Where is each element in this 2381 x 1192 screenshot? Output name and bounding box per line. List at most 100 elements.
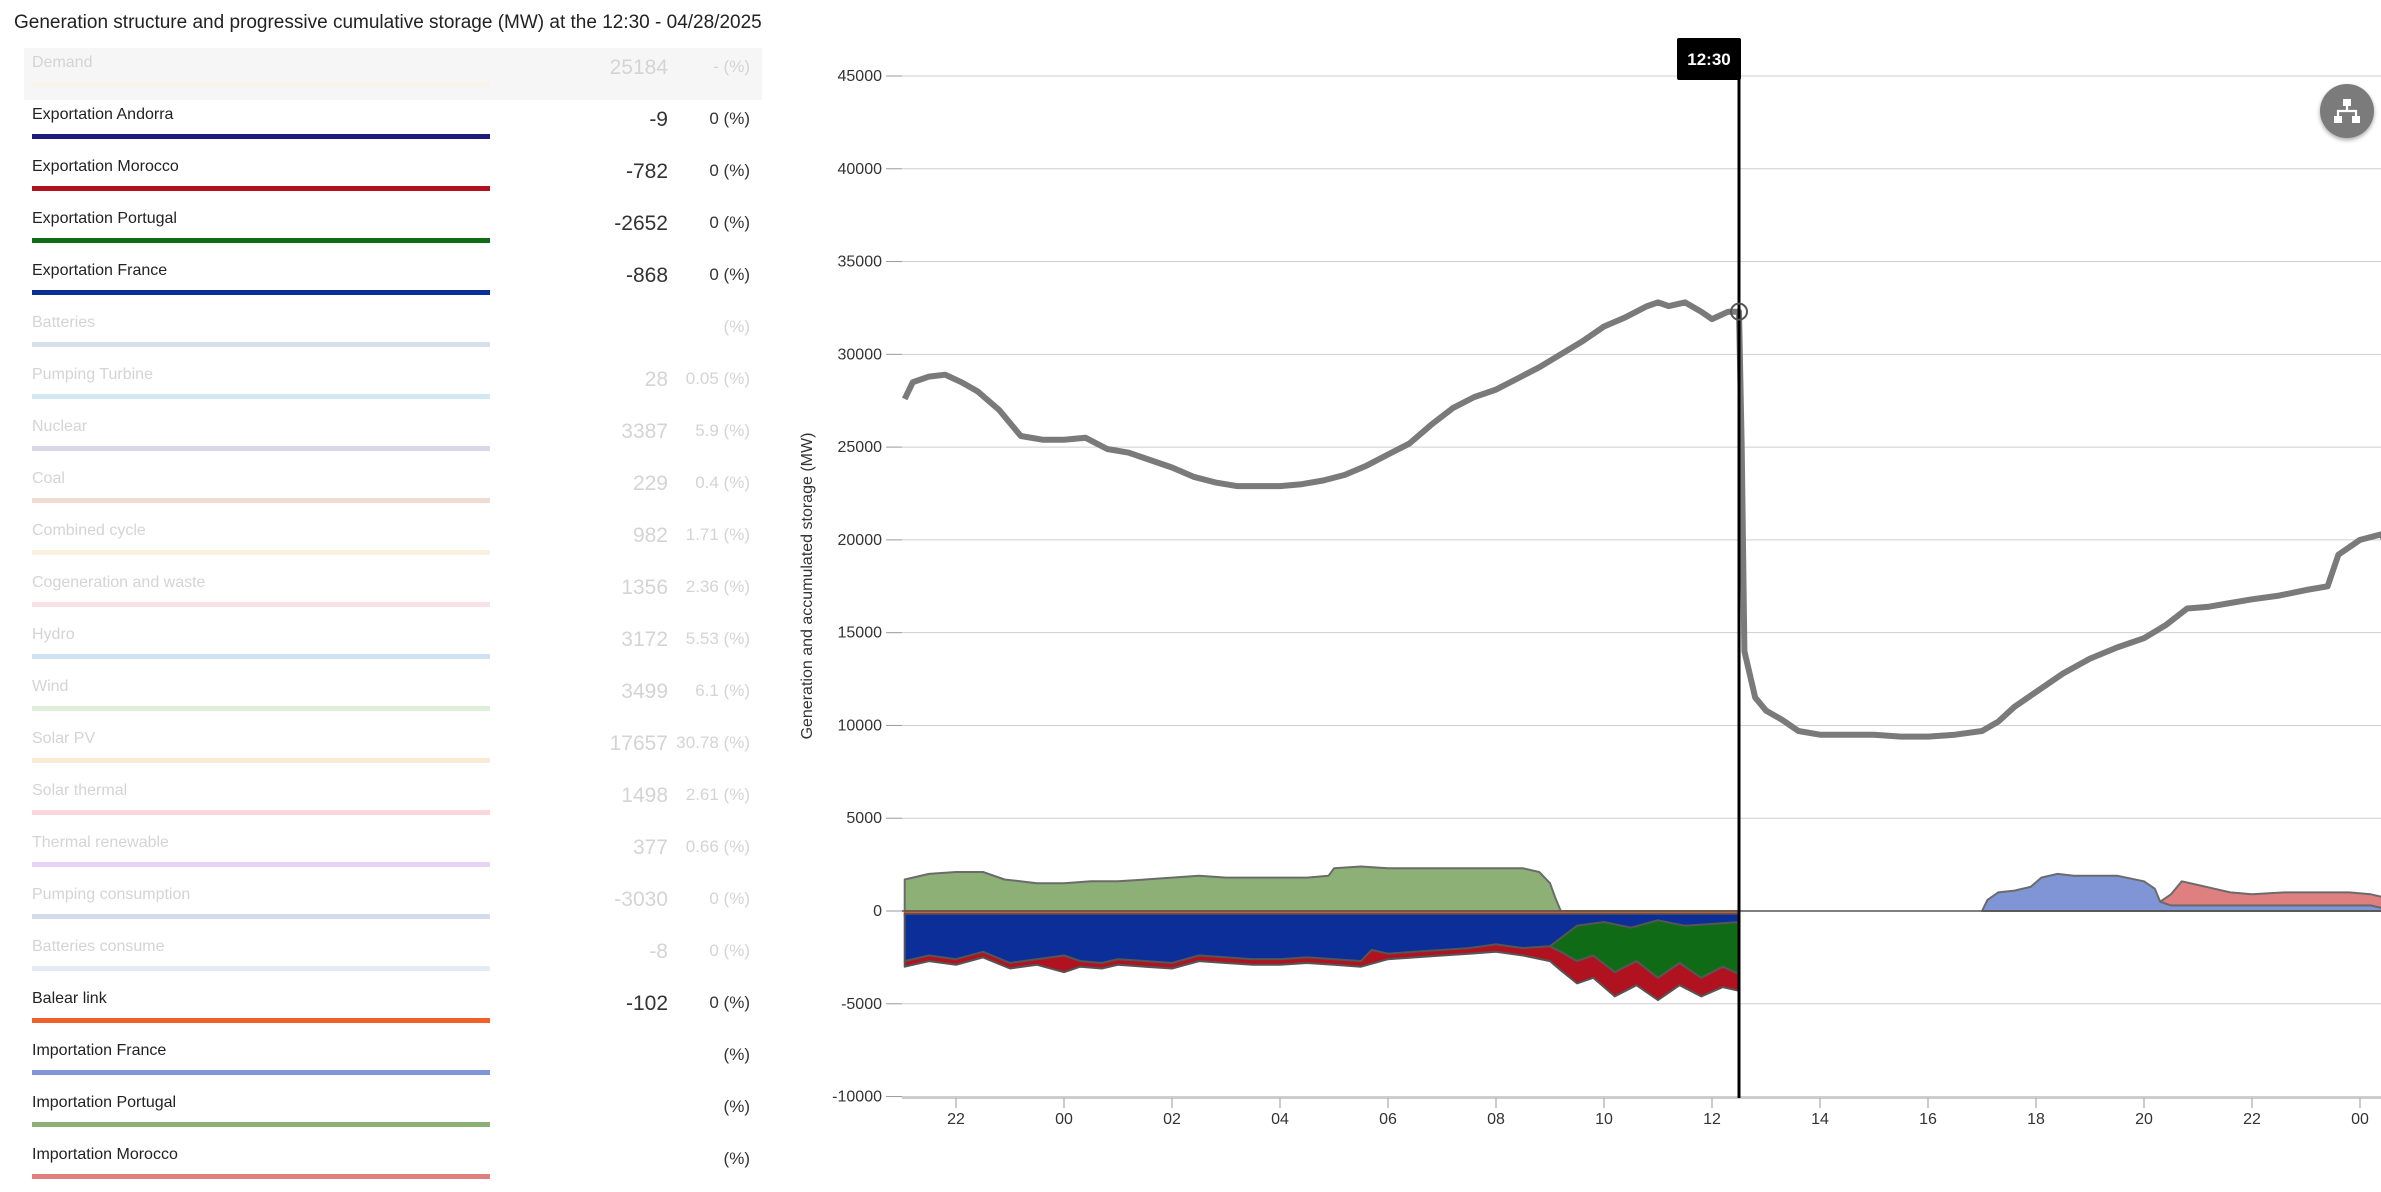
legend-item[interactable]: Wind 3499 6.1 (%) (24, 672, 762, 724)
legend-label: Wind (32, 678, 69, 695)
legend-swatch (32, 706, 490, 711)
x-tick-label: 22 (947, 1111, 965, 1128)
legend-value: -3030 (614, 888, 668, 911)
legend-item[interactable]: Cogeneration and waste 1356 2.36 (%) (24, 568, 762, 620)
legend-item[interactable]: Pumping Turbine 28 0.05 (%) (24, 360, 762, 412)
legend-value: -868 (625, 264, 668, 287)
legend-item[interactable]: Thermal renewable 377 0.66 (%) (24, 828, 762, 880)
legend-swatch (32, 82, 490, 87)
legend-label: Importation Portugal (32, 1094, 177, 1111)
y-axis-label: Generation and accumulated storage (MW) (799, 433, 816, 740)
x-tick-label: 00 (2351, 1111, 2369, 1128)
legend-percent: 0 (%) (709, 265, 750, 284)
legend-label: Importation Morocco (32, 1146, 178, 1163)
legend-value: 982 (632, 524, 668, 547)
legend-value: 229 (632, 472, 668, 495)
y-tick-label: 25000 (838, 439, 883, 456)
legend-swatch (32, 914, 490, 919)
legend-label: Cogeneration and waste (32, 574, 206, 591)
cursor-point-marker (1730, 302, 1748, 321)
legend-item[interactable]: Importation Morocco (%) (24, 1140, 762, 1192)
legend-label: Balear link (32, 990, 107, 1007)
y-tick-label: -10000 (832, 1089, 882, 1106)
y-tick-label: 30000 (838, 346, 883, 363)
legend-value: 1356 (621, 576, 668, 599)
legend-percent: 5.53 (%) (685, 629, 750, 648)
legend-label: Solar thermal (32, 782, 128, 799)
legend-item[interactable]: Balear link -102 0 (%) (24, 984, 762, 1036)
legend-label: Coal (32, 470, 65, 487)
legend-percent: 1.71 (%) (685, 525, 750, 544)
legend-swatch (32, 446, 490, 451)
gridlines (902, 75, 2381, 1098)
legend-item[interactable]: Hydro 3172 5.53 (%) (24, 620, 762, 672)
legend-item[interactable]: Nuclear 3387 5.9 (%) (24, 412, 762, 464)
legend-percent: (%) (723, 1097, 750, 1116)
legend-value: -2652 (614, 212, 668, 235)
legend-item[interactable]: Exportation Morocco -782 0 (%) (24, 152, 762, 204)
legend-swatch (32, 654, 490, 659)
y-axis: 45000 40000 35000 30000 25000 20000 15000 10000… (832, 68, 902, 1106)
legend-item[interactable]: Combined cycle 982 1.71 (%) (24, 516, 762, 568)
legend-swatch (32, 290, 490, 295)
legend-item[interactable]: Solar thermal 1498 2.61 (%) (24, 776, 762, 828)
x-tick-label: 16 (1919, 1111, 1937, 1128)
legend-percent: 2.61 (%) (685, 785, 750, 804)
x-tick-label: 14 (1811, 1111, 1829, 1128)
legend-label: Exportation Andorra (32, 106, 174, 123)
legend-swatch (32, 758, 490, 763)
legend-value: 1498 (621, 784, 668, 807)
legend-item[interactable]: Importation Portugal (%) (24, 1088, 762, 1140)
legend-item[interactable]: Exportation France -868 0 (%) (24, 256, 762, 308)
legend-label: Thermal renewable (32, 834, 169, 851)
legend-swatch (32, 1122, 490, 1127)
legend-label: Solar PV (32, 730, 96, 747)
legend-value: 3499 (621, 680, 668, 703)
x-tick-label: 08 (1487, 1111, 1505, 1128)
legend-item[interactable]: Exportation Andorra -9 0 (%) (24, 100, 762, 152)
x-tick-label: 04 (1271, 1111, 1289, 1128)
legend-swatch (32, 1018, 490, 1023)
legend-item[interactable]: Pumping consumption -3030 0 (%) (24, 880, 762, 932)
legend-item[interactable]: Coal 229 0.4 (%) (24, 464, 762, 516)
legend-item[interactable]: Demand 25184 - (%) (24, 48, 762, 100)
legend-label: Combined cycle (32, 522, 146, 539)
legend-swatch (32, 810, 490, 815)
y-tick-label: 10000 (838, 717, 883, 734)
legend-swatch (32, 1070, 490, 1075)
legend-swatch (32, 342, 490, 347)
legend-percent: 5.9 (%) (695, 421, 750, 440)
x-tick-label: 06 (1379, 1111, 1397, 1128)
legend-label: Exportation Morocco (32, 158, 179, 175)
legend-swatch (32, 238, 490, 243)
legend-percent: 0 (%) (709, 889, 750, 908)
legend-swatch (32, 966, 490, 971)
series-area-importation-morocco (2159, 880, 2381, 909)
legend-value: 25184 (609, 56, 668, 79)
legend-value: 3387 (621, 420, 668, 443)
network-diagram-button[interactable] (2320, 84, 2374, 138)
legend-percent: (%) (723, 1045, 750, 1064)
x-tick-label: 22 (2243, 1111, 2261, 1128)
legend-value: 377 (632, 836, 668, 859)
legend-item[interactable]: Solar PV 17657 30.78 (%) (24, 724, 762, 776)
y-tick-label: -5000 (841, 996, 882, 1013)
legend-percent: 2.36 (%) (685, 577, 750, 596)
legend-swatch (32, 862, 490, 867)
legend-item[interactable]: Batteries consume -8 0 (%) (24, 932, 762, 984)
legend-value: -8 (649, 940, 668, 963)
series-areas (903, 865, 2381, 1002)
y-tick-label: 45000 (838, 68, 883, 85)
legend-item[interactable]: Batteries (%) (24, 308, 762, 360)
x-tick-label: 10 (1595, 1111, 1613, 1128)
legend-label: Importation France (32, 1042, 167, 1059)
y-tick-label: 20000 (838, 532, 883, 549)
y-tick-label: 40000 (838, 161, 883, 178)
legend-swatch (32, 394, 490, 399)
legend-percent: 0 (%) (709, 161, 750, 180)
legend-item[interactable]: Importation France (%) (24, 1036, 762, 1088)
series-lines (902, 299, 2381, 740)
legend-percent: 0.66 (%) (685, 837, 750, 856)
legend-swatch (32, 186, 490, 191)
legend-item[interactable]: Exportation Portugal -2652 0 (%) (24, 204, 762, 256)
